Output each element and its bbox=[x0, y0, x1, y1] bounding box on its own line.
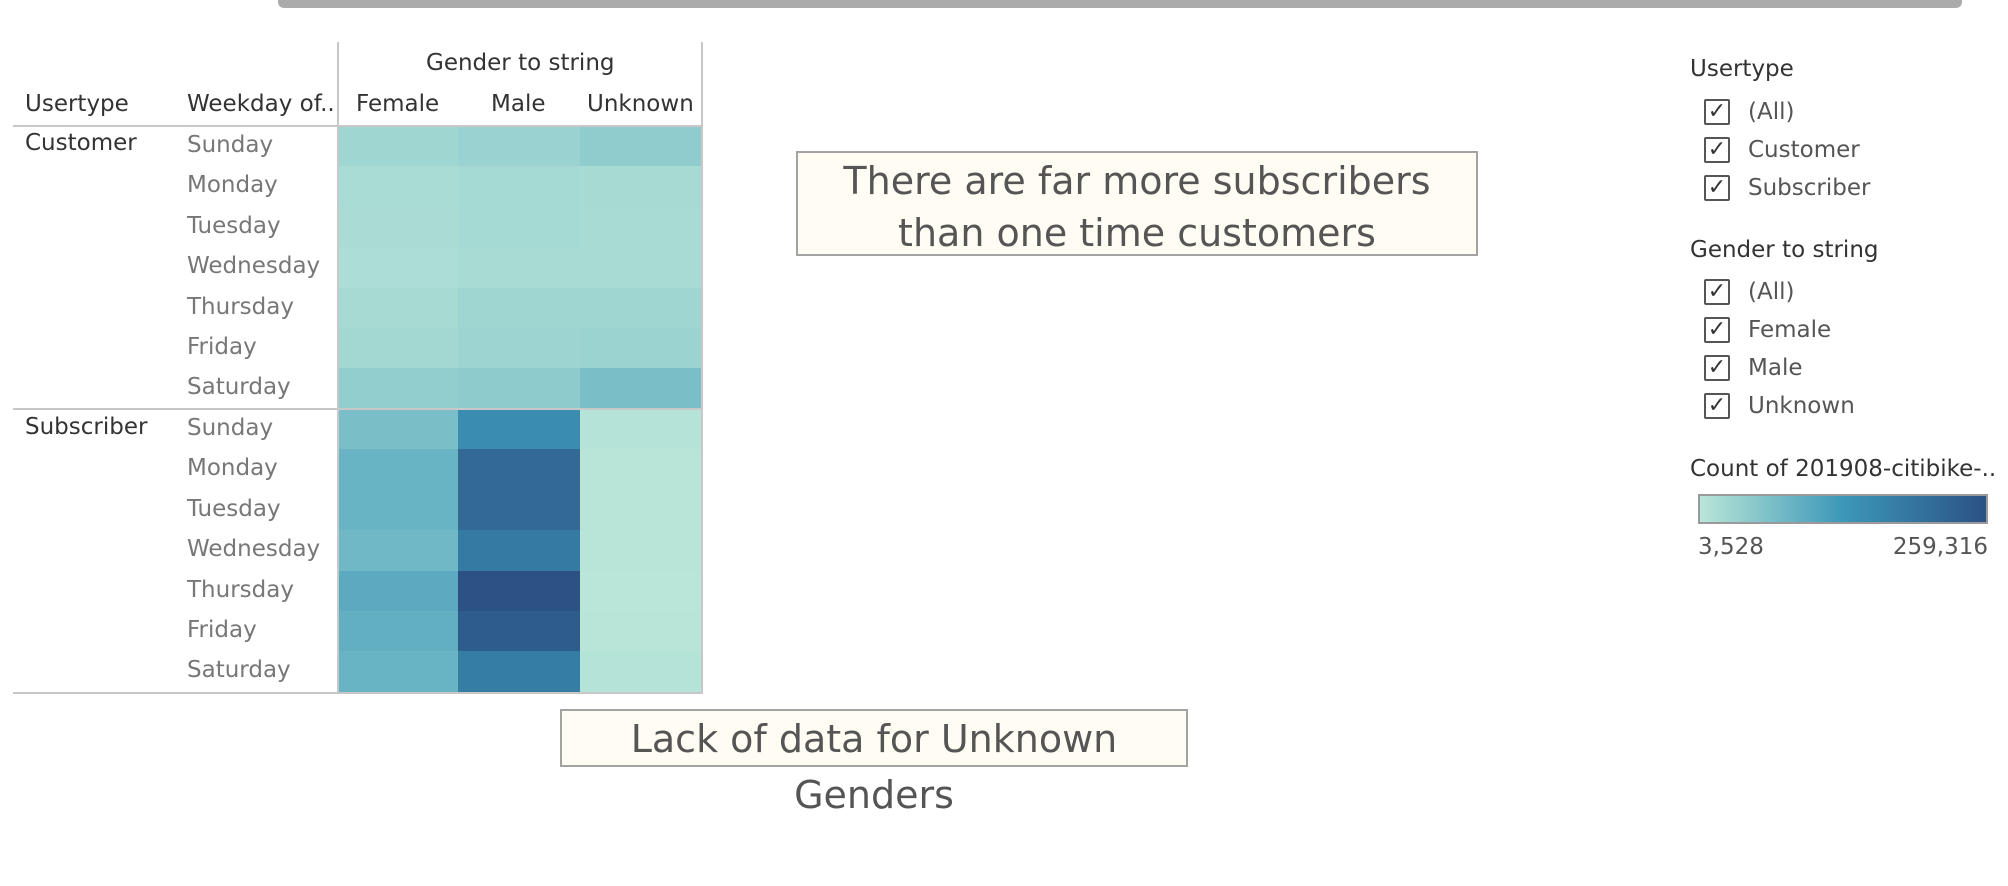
heatmap-cell-subscriber-wednesday-unknown[interactable] bbox=[579, 530, 702, 572]
heatmap-cell-subscriber-monday-female[interactable] bbox=[337, 449, 459, 491]
heatmap-cell-customer-monday-unknown[interactable] bbox=[579, 166, 702, 208]
heatmap-cell-subscriber-wednesday-male[interactable] bbox=[458, 530, 581, 572]
legend-title: Count of 201908-citibike-.. bbox=[1690, 456, 1997, 482]
heatmap-cell-subscriber-saturday-male[interactable] bbox=[458, 651, 581, 693]
row-header-usertype: Usertype bbox=[25, 91, 129, 117]
heatmap-cell-customer-sunday-unknown[interactable] bbox=[579, 126, 702, 167]
heatmap-cell-subscriber-tuesday-unknown[interactable] bbox=[579, 489, 702, 531]
heatmap-cell-customer-monday-female[interactable] bbox=[337, 166, 459, 208]
annotation-unknown-genders: Lack of data for Unknown Genders bbox=[560, 709, 1188, 817]
heatmap-cell-subscriber-friday-female[interactable] bbox=[337, 611, 459, 652]
heatmap-cell-subscriber-thursday-male[interactable] bbox=[458, 570, 581, 612]
heatmap-cell-subscriber-saturday-unknown[interactable] bbox=[579, 651, 702, 693]
heatmap-cell-customer-thursday-male[interactable] bbox=[458, 287, 581, 329]
bottom-divider bbox=[13, 692, 703, 694]
checkbox-checked-icon[interactable]: ✓ bbox=[1704, 317, 1730, 343]
row-label-customer-thursday: Thursday bbox=[187, 293, 294, 320]
column-group-title: Gender to string bbox=[426, 50, 615, 76]
heatmap-cell-subscriber-monday-male[interactable] bbox=[458, 449, 581, 491]
heatmap-cell-subscriber-tuesday-male[interactable] bbox=[458, 489, 581, 531]
row-label-customer-wednesday: Wednesday bbox=[187, 253, 321, 280]
heatmap-cell-subscriber-tuesday-female[interactable] bbox=[337, 489, 459, 531]
column-header-unknown: Unknown bbox=[587, 91, 694, 117]
filter-item-gender-unknown[interactable]: ✓ Unknown bbox=[1704, 391, 1855, 421]
heatmap-cell-subscriber-thursday-unknown[interactable] bbox=[579, 570, 702, 612]
row-label-customer-saturday: Saturday bbox=[187, 374, 291, 401]
row-label-customer-monday: Monday bbox=[187, 172, 278, 199]
heatmap-cell-customer-wednesday-male[interactable] bbox=[458, 247, 581, 289]
row-header-weekday: Weekday of.. bbox=[187, 91, 335, 117]
filter-item-label: Unknown bbox=[1748, 393, 1855, 419]
filter-item-label: Male bbox=[1748, 355, 1803, 381]
checkbox-checked-icon[interactable]: ✓ bbox=[1704, 175, 1730, 201]
heatmap-cell-customer-tuesday-unknown[interactable] bbox=[579, 206, 702, 248]
heatmap-cell-customer-wednesday-female[interactable] bbox=[337, 247, 459, 289]
row-label-subscriber-saturday: Saturday bbox=[187, 657, 291, 684]
heatmap-cell-customer-wednesday-unknown[interactable] bbox=[579, 247, 702, 289]
heatmap-cell-subscriber-wednesday-female[interactable] bbox=[337, 530, 459, 572]
checkbox-checked-icon[interactable]: ✓ bbox=[1704, 99, 1730, 125]
group-divider bbox=[13, 408, 703, 410]
filter-item-label: Female bbox=[1748, 317, 1832, 343]
column-header-male: Male bbox=[491, 91, 546, 117]
filter-item-usertype-customer[interactable]: ✓ Customer bbox=[1704, 135, 1860, 165]
heatmap-cell-customer-friday-male[interactable] bbox=[458, 328, 581, 369]
group-label-subscriber: Subscriber bbox=[25, 414, 148, 440]
heatmap-cell-subscriber-monday-unknown[interactable] bbox=[579, 449, 702, 491]
checkbox-checked-icon[interactable]: ✓ bbox=[1704, 137, 1730, 163]
filter-item-label: (All) bbox=[1748, 279, 1795, 305]
heatmap-cell-subscriber-thursday-female[interactable] bbox=[337, 570, 459, 612]
checkbox-checked-icon[interactable]: ✓ bbox=[1704, 393, 1730, 419]
row-label-subscriber-thursday: Thursday bbox=[187, 576, 294, 603]
filter-item-label: Subscriber bbox=[1748, 175, 1871, 201]
heatmap-cell-customer-sunday-female[interactable] bbox=[337, 126, 459, 167]
column-header-female: Female bbox=[356, 91, 440, 117]
filter-item-gender-all[interactable]: ✓ (All) bbox=[1704, 277, 1794, 307]
top-scrollbar[interactable] bbox=[278, 0, 1962, 8]
filter-item-gender-female[interactable]: ✓ Female bbox=[1704, 315, 1831, 345]
row-label-customer-sunday: Sunday bbox=[187, 132, 274, 158]
row-label-subscriber-tuesday: Tuesday bbox=[187, 495, 281, 522]
heatmap-cell-customer-monday-male[interactable] bbox=[458, 166, 581, 208]
heatmap-cell-customer-tuesday-male[interactable] bbox=[458, 206, 581, 248]
heatmap-cell-subscriber-sunday-unknown[interactable] bbox=[579, 409, 702, 450]
filter-item-usertype-subscriber[interactable]: ✓ Subscriber bbox=[1704, 173, 1870, 203]
legend-min-label: 3,528 bbox=[1698, 534, 1764, 560]
cells-left-border bbox=[337, 42, 339, 694]
annotation-subscribers: There are far more subscribers than one … bbox=[796, 151, 1478, 256]
filter-item-label: Customer bbox=[1748, 137, 1860, 163]
heatmap-cell-customer-saturday-male[interactable] bbox=[458, 368, 581, 410]
checkbox-checked-icon[interactable]: ✓ bbox=[1704, 279, 1730, 305]
heatmap-cell-subscriber-friday-unknown[interactable] bbox=[579, 611, 702, 652]
heatmap-cell-subscriber-saturday-female[interactable] bbox=[337, 651, 459, 693]
heatmap-cell-customer-sunday-male[interactable] bbox=[458, 126, 581, 167]
row-label-subscriber-wednesday: Wednesday bbox=[187, 536, 321, 563]
row-label-subscriber-sunday: Sunday bbox=[187, 415, 274, 441]
heatmap-cell-customer-friday-female[interactable] bbox=[337, 328, 459, 369]
filter-title-usertype: Usertype bbox=[1690, 56, 1794, 82]
checkbox-checked-icon[interactable]: ✓ bbox=[1704, 355, 1730, 381]
heatmap-cell-customer-thursday-female[interactable] bbox=[337, 287, 459, 329]
filter-item-label: (All) bbox=[1748, 99, 1795, 125]
row-label-subscriber-monday: Monday bbox=[187, 455, 278, 482]
legend-max-label: 259,316 bbox=[1892, 534, 1988, 560]
cells-right-border bbox=[701, 42, 703, 694]
color-legend-bar bbox=[1698, 494, 1988, 524]
heatmap-cell-subscriber-friday-male[interactable] bbox=[458, 611, 581, 652]
heatmap-cell-subscriber-sunday-male[interactable] bbox=[458, 409, 581, 450]
heatmap-cell-customer-tuesday-female[interactable] bbox=[337, 206, 459, 248]
heatmap-cell-customer-thursday-unknown[interactable] bbox=[579, 287, 702, 329]
heatmap-cell-customer-saturday-female[interactable] bbox=[337, 368, 459, 410]
heatmap-cell-subscriber-sunday-female[interactable] bbox=[337, 409, 459, 450]
heatmap-cell-customer-friday-unknown[interactable] bbox=[579, 328, 702, 369]
row-label-customer-tuesday: Tuesday bbox=[187, 212, 281, 239]
filter-item-usertype-all[interactable]: ✓ (All) bbox=[1704, 97, 1794, 127]
group-label-customer: Customer bbox=[25, 130, 137, 156]
heatmap-cell-customer-saturday-unknown[interactable] bbox=[579, 368, 702, 410]
filter-title-gender: Gender to string bbox=[1690, 237, 1879, 263]
header-divider bbox=[13, 125, 703, 127]
row-label-customer-friday: Friday bbox=[187, 334, 257, 360]
row-label-subscriber-friday: Friday bbox=[187, 617, 257, 643]
filter-item-gender-male[interactable]: ✓ Male bbox=[1704, 353, 1802, 383]
